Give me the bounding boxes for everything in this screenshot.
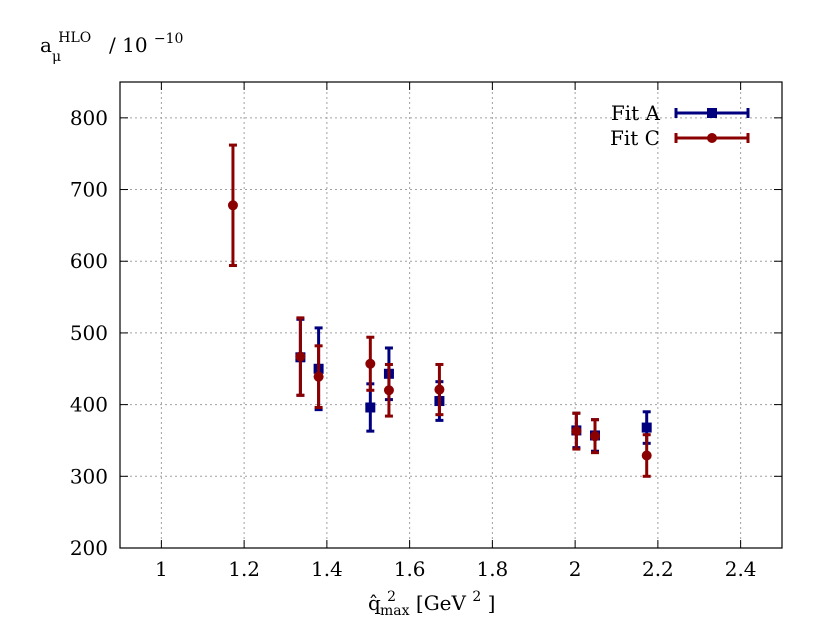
x-tick-label: 1.6: [394, 557, 426, 581]
x-tick-label: 1.4: [311, 557, 343, 581]
x-axis-title-unit-open: [GeV: [416, 591, 467, 615]
data-point: [365, 358, 376, 369]
legend-label: Fit C: [610, 126, 660, 150]
legend-marker: [707, 108, 717, 118]
grid: [120, 82, 782, 549]
data-point: [365, 402, 376, 413]
data-point: [313, 371, 324, 382]
x-tick-label: 1.2: [228, 557, 260, 581]
data-point: [295, 351, 306, 362]
x-tick-label: 2.4: [725, 557, 757, 581]
data-point: [383, 385, 394, 396]
y-tick-label: 600: [70, 249, 108, 273]
data-point: [434, 384, 445, 395]
x-tick-label: 1: [155, 557, 168, 581]
x-tick-label: 2.2: [642, 557, 674, 581]
y-axis-title: a HLO μ / 10 −10: [40, 23, 183, 66]
y-tick-label: 300: [70, 464, 108, 488]
x-axis-title-sup: 2: [387, 589, 396, 605]
tick-labels: 1 1.2 1.4 1.6 1.8 2 2.2 2.4 200 300 400 500 600 700 80…: [70, 106, 757, 581]
x-tick-label: 2: [569, 557, 582, 581]
legend-label: Fit A: [611, 101, 661, 125]
y-axis-title-sup: HLO: [58, 30, 91, 46]
y-axis-title-exp: −10: [154, 31, 184, 47]
series-fit-a: [295, 317, 652, 453]
x-tick-label: 1.8: [476, 557, 508, 581]
data-point: [571, 426, 582, 437]
x-axis-title-unit-close: ]: [488, 591, 496, 615]
x-axis-title-unit-sup: 2: [472, 589, 481, 605]
data-point: [641, 422, 652, 433]
data-point: [641, 450, 652, 461]
x-axis-title: q̂ 2 max [GeV 2 ]: [368, 582, 495, 620]
y-tick-label: 700: [70, 178, 108, 202]
y-axis-title-rest: / 10: [109, 33, 148, 57]
x-axis-title-base: q̂: [368, 591, 381, 615]
series-layer: [227, 143, 652, 478]
y-axis-title-sub: μ: [52, 49, 61, 65]
legend-marker: [707, 133, 717, 143]
ticks: [120, 82, 782, 549]
y-tick-label: 500: [70, 321, 108, 345]
plot-frame: [119, 81, 783, 549]
series-fit-c: [227, 143, 652, 478]
y-tick-label: 400: [70, 393, 108, 417]
x-axis-title-sub: max: [380, 603, 410, 619]
data-point: [589, 431, 600, 442]
y-tick-label: 800: [70, 106, 108, 130]
y-axis-title-base: a: [40, 33, 52, 57]
data-point: [227, 200, 238, 211]
y-tick-label: 200: [70, 536, 108, 560]
